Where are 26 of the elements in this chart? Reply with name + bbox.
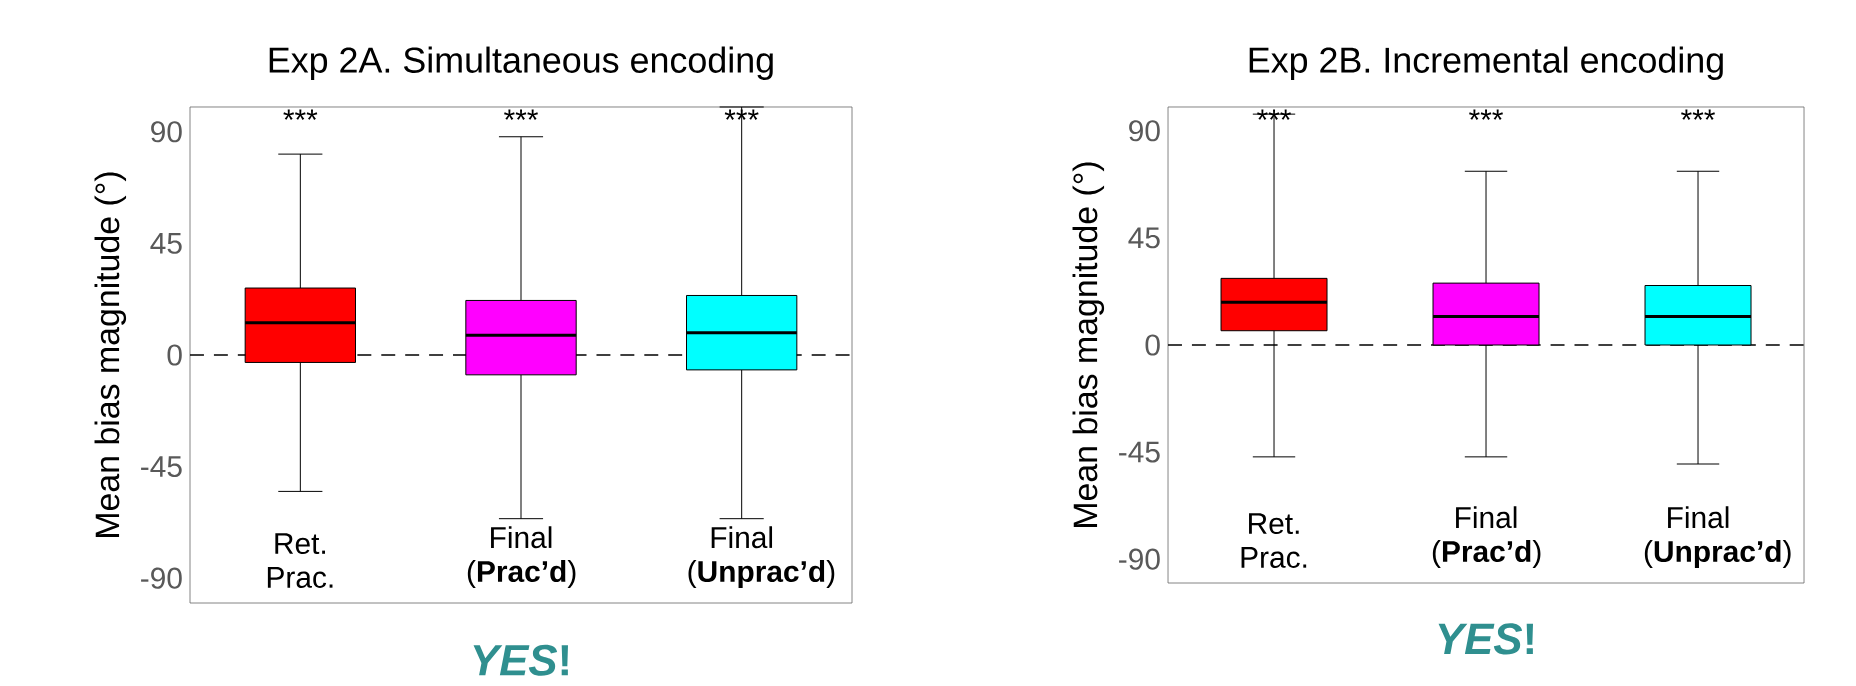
text: YES! xyxy=(473,644,568,676)
text: YES! xyxy=(1438,623,1534,655)
y-tick-label: 45 xyxy=(1128,227,1160,249)
y-tick-label: 0 xyxy=(167,344,182,366)
x-tick-label: Final (Unprac’d) xyxy=(1644,506,1791,568)
y-tick-label: -90 xyxy=(141,567,182,589)
annotation: *** xyxy=(283,109,318,120)
y-tick-label: 90 xyxy=(151,121,182,143)
y-tick-label: -90 xyxy=(1119,548,1160,570)
annotation: *** xyxy=(1469,109,1503,120)
chart-title: Exp 2B. Incremental encoding xyxy=(1249,46,1723,80)
x-tick-label: Ret. Prac. xyxy=(267,533,333,588)
chart-title: Exp 2A. Simultaneous encoding xyxy=(269,46,773,80)
y-axis-title: Mean bias magnitude (°) xyxy=(94,172,127,537)
y-axis-title: Mean bias magnitude (°) xyxy=(1072,162,1105,527)
y-tick-label: -45 xyxy=(1119,441,1160,463)
x-tick-label: Final (Prac’d) xyxy=(1432,506,1541,568)
y-tick-label: 45 xyxy=(150,232,182,254)
x-tick-label: Final (Unprac’d) xyxy=(688,526,835,588)
annotation: *** xyxy=(1681,109,1715,120)
y-tick-label: 90 xyxy=(1129,120,1160,142)
y-tick-label: 0 xyxy=(1145,334,1160,356)
x-tick-label: Ret. Prac. xyxy=(1241,513,1307,568)
x-tick-label: Final (Prac’d) xyxy=(467,526,576,588)
annotation: *** xyxy=(504,109,538,120)
y-tick-label: -45 xyxy=(141,456,182,478)
